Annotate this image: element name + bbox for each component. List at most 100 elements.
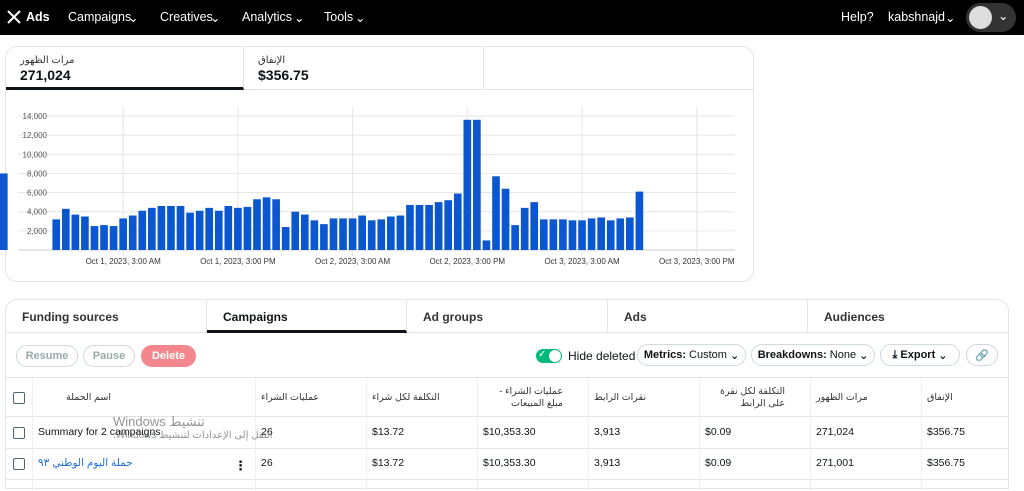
cell: 3,913: [594, 426, 621, 438]
metric-value: 271,024: [20, 67, 71, 83]
cell: 26: [261, 426, 273, 438]
tab[interactable]: Ads: [608, 300, 808, 333]
bar: [52, 219, 61, 250]
checkbox[interactable]: [13, 391, 25, 404]
nav-menu[interactable]: Creatives: [160, 10, 213, 24]
bar: [387, 216, 395, 250]
cell: $10,353.30: [483, 457, 536, 469]
y-tick-label: 2,000: [27, 227, 48, 236]
bar: [606, 220, 615, 250]
metrics-value: Custom: [689, 349, 727, 361]
bar: [587, 218, 596, 250]
y-tick-label: 4,000: [27, 208, 48, 217]
bar: [272, 199, 280, 250]
metric-label: الإنفاق: [258, 55, 286, 66]
download-icon: ⤓: [892, 348, 898, 361]
bar: [348, 218, 357, 250]
pause-button[interactable]: Pause: [83, 345, 135, 367]
metrics-button[interactable]: Metrics: Custom ⌄: [637, 344, 746, 366]
column-header[interactable]: التكلفة لكل نقرة على الرابط: [720, 386, 785, 409]
x-tick-label: Oct 2, 2023, 3:00 AM: [315, 257, 390, 266]
tab[interactable]: Campaigns: [207, 300, 407, 333]
cell: $0.09: [705, 426, 732, 438]
toggle[interactable]: ✓: [536, 349, 562, 363]
x-tick-label: Oct 2, 2023, 3:00 PM: [430, 257, 506, 266]
checkbox[interactable]: [13, 457, 25, 470]
delete-button[interactable]: Delete: [141, 345, 196, 367]
cell: 26: [261, 457, 273, 469]
bar: [597, 217, 605, 250]
y-tick-label: 8,000: [27, 169, 48, 178]
bar: [635, 191, 644, 250]
column-divider: [921, 378, 922, 491]
bar: [320, 224, 328, 250]
tab[interactable]: Funding sources: [6, 300, 207, 333]
bar: [406, 205, 414, 250]
bar: [61, 208, 70, 250]
bar: [367, 220, 376, 250]
bar: [214, 210, 223, 250]
column-header[interactable]: مرات الظهور: [816, 392, 868, 403]
bar: [281, 227, 290, 250]
top-nav: Ads Campaigns Creatives Analytics Tools …: [0, 0, 1024, 35]
column-header[interactable]: الإنفاق: [927, 392, 953, 403]
bar: [243, 206, 252, 250]
checkbox[interactable]: [13, 426, 25, 439]
chevron: ⌄: [128, 11, 139, 25]
column-header[interactable]: عمليات الشراء - مبلغ المبيعات: [499, 386, 563, 409]
bar: [148, 207, 156, 250]
bar: [100, 225, 108, 250]
column-divider: [699, 378, 700, 491]
bar: [128, 215, 137, 250]
column-divider: [477, 378, 478, 491]
metrics-label: Metrics:: [643, 349, 687, 361]
bar: [425, 205, 433, 250]
metric-tab[interactable]: الإنفاق $356.75: [244, 47, 484, 90]
bar: [195, 210, 204, 250]
link-button[interactable]: 🔗: [966, 344, 998, 366]
bar: [109, 226, 118, 250]
brand[interactable]: Ads: [26, 10, 50, 24]
cell: $13.72: [372, 457, 405, 469]
bar: [444, 200, 453, 250]
y-tick-label: 14,000: [23, 112, 48, 121]
column-header[interactable]: اسم الحملة: [66, 392, 111, 403]
chart: 2,000 4,000 6,000 8,000 10,000 12,000 14,000 Oc…: [0, 106, 735, 266]
avatar-menu[interactable]: ⌄: [966, 3, 1016, 32]
nav-menu[interactable]: Campaigns: [68, 10, 132, 24]
cell: $13.72: [372, 426, 405, 438]
cell: 271,001: [816, 457, 854, 469]
chevron: ⌄: [210, 11, 221, 25]
check-icon: ✓: [538, 349, 547, 360]
row-menu[interactable]: ⋮: [234, 458, 247, 473]
bar: [0, 173, 8, 250]
chevron: ⌄: [859, 349, 869, 362]
bar: [453, 193, 462, 250]
metric-tab-empty: [484, 47, 754, 90]
account-name[interactable]: kabshnajd: [888, 10, 945, 24]
y-tick-label: 6,000: [27, 189, 48, 198]
tab[interactable]: Ad groups: [407, 300, 608, 333]
nav-menu[interactable]: Tools: [324, 10, 354, 24]
column-header[interactable]: عمليات الشراء: [261, 392, 320, 403]
bar: [549, 219, 558, 250]
bar: [310, 220, 319, 250]
column-header[interactable]: نقرات الرابط: [594, 392, 646, 403]
bar: [291, 211, 300, 250]
cell: $356.75: [927, 457, 965, 469]
column-header[interactable]: التكلفة لكل شراء: [372, 392, 440, 403]
bar: [463, 119, 472, 250]
metric-tab[interactable]: مرات الظهور 271,024: [6, 47, 244, 90]
campaign-name[interactable]: حملة اليوم الوطني ٩٣: [38, 457, 133, 469]
cell: 271,024: [816, 426, 854, 438]
chevron: ⌄: [294, 11, 305, 25]
help-link[interactable]: Help?: [841, 10, 874, 24]
export-button[interactable]: ⤓ Export ⌄: [880, 344, 960, 366]
chevron: ⌄: [729, 349, 740, 362]
breakdowns-button[interactable]: Breakdowns: None ⌄: [751, 344, 875, 366]
column-divider: [588, 378, 589, 491]
resume-button[interactable]: Resume: [16, 345, 78, 367]
tab[interactable]: Audiences: [824, 310, 885, 324]
campaigns-panel: Funding sources Campaigns Ad groups Ads Audi…: [5, 299, 1009, 491]
nav-menu[interactable]: Analytics: [242, 10, 293, 24]
